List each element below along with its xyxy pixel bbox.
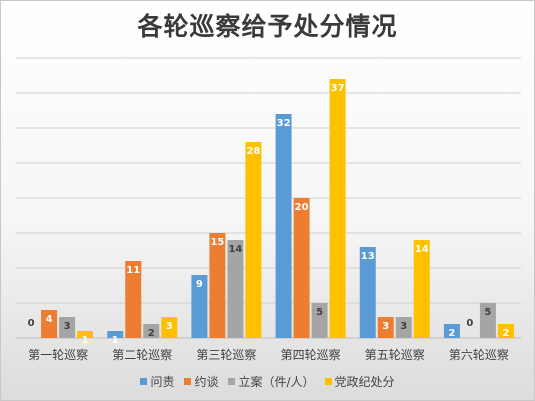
- legend-swatch: [184, 378, 192, 385]
- bar: [293, 198, 310, 338]
- x-tick-label: 第二轮巡察: [112, 348, 172, 362]
- bar: [479, 303, 496, 338]
- data-label: 15: [210, 237, 224, 248]
- bar: [161, 317, 178, 338]
- bar: [377, 317, 394, 338]
- data-label: 0: [466, 318, 473, 329]
- legend-label: 党政纪处分: [334, 375, 395, 389]
- data-label: 32: [277, 118, 291, 129]
- x-tick-label: 第五轮巡察: [365, 348, 425, 362]
- bar: [311, 303, 328, 338]
- data-label: 14: [228, 244, 242, 255]
- bar: [77, 331, 94, 338]
- data-label: 5: [484, 307, 491, 318]
- data-label: 9: [196, 279, 203, 290]
- legend-item: 约谈: [184, 373, 218, 390]
- bar: [191, 275, 208, 338]
- data-label: 14: [415, 244, 429, 255]
- bar: [395, 317, 412, 338]
- data-label: 3: [382, 321, 389, 332]
- data-label: 1: [112, 335, 119, 346]
- bar: [497, 324, 514, 338]
- data-label: 28: [246, 146, 260, 157]
- legend-label: 立案（件/人）: [238, 375, 315, 389]
- data-label: 37: [331, 83, 345, 94]
- data-label: 1: [82, 335, 89, 346]
- bar: [275, 114, 292, 338]
- bar: [143, 324, 160, 338]
- bar: [209, 233, 226, 338]
- legend-item: 问责: [140, 373, 174, 390]
- x-tick-label: 第六轮巡察: [449, 348, 509, 362]
- bar: [245, 142, 262, 338]
- legend-item: 立案（件/人）: [228, 373, 315, 390]
- data-label: 5: [316, 307, 323, 318]
- bar: [41, 310, 58, 338]
- data-label: 2: [148, 328, 155, 339]
- plot-area: 0 431第一轮巡察11123第二轮巡察9151428第三轮巡察3220537第四…: [16, 57, 521, 362]
- data-label: 3: [400, 321, 407, 332]
- data-label: 2: [448, 328, 455, 339]
- data-label: 11: [126, 265, 140, 276]
- data-label: 20: [295, 202, 309, 213]
- data-label: 13: [361, 251, 375, 262]
- legend-item: 党政纪处分: [324, 373, 395, 390]
- data-label: 2: [502, 328, 509, 339]
- x-tick-label: 第一轮巡察: [28, 348, 88, 362]
- bar: [107, 331, 124, 338]
- legend-swatch: [140, 378, 148, 385]
- x-tick-label: 第四轮巡察: [281, 348, 341, 362]
- legend-label: 约谈: [194, 375, 219, 389]
- bar: [125, 261, 142, 338]
- bar: [329, 79, 346, 338]
- legend-label: 问责: [150, 375, 175, 389]
- bar: [413, 240, 430, 338]
- bar: [359, 247, 376, 338]
- bar: [443, 324, 460, 338]
- data-label: 0: [28, 318, 35, 329]
- bar: [59, 317, 76, 338]
- data-label: 3: [166, 321, 173, 332]
- data-label: 3: [64, 321, 71, 332]
- chart-title: 各轮巡察给予处分情况: [137, 12, 398, 41]
- legend: 问责 约谈 立案（件/人） 党政纪处分: [1, 373, 534, 390]
- x-tick-label: 第三轮巡察: [196, 348, 256, 362]
- bar: [227, 240, 244, 338]
- legend-swatch: [228, 378, 236, 385]
- data-label: 4: [46, 314, 53, 325]
- legend-swatch: [324, 378, 332, 385]
